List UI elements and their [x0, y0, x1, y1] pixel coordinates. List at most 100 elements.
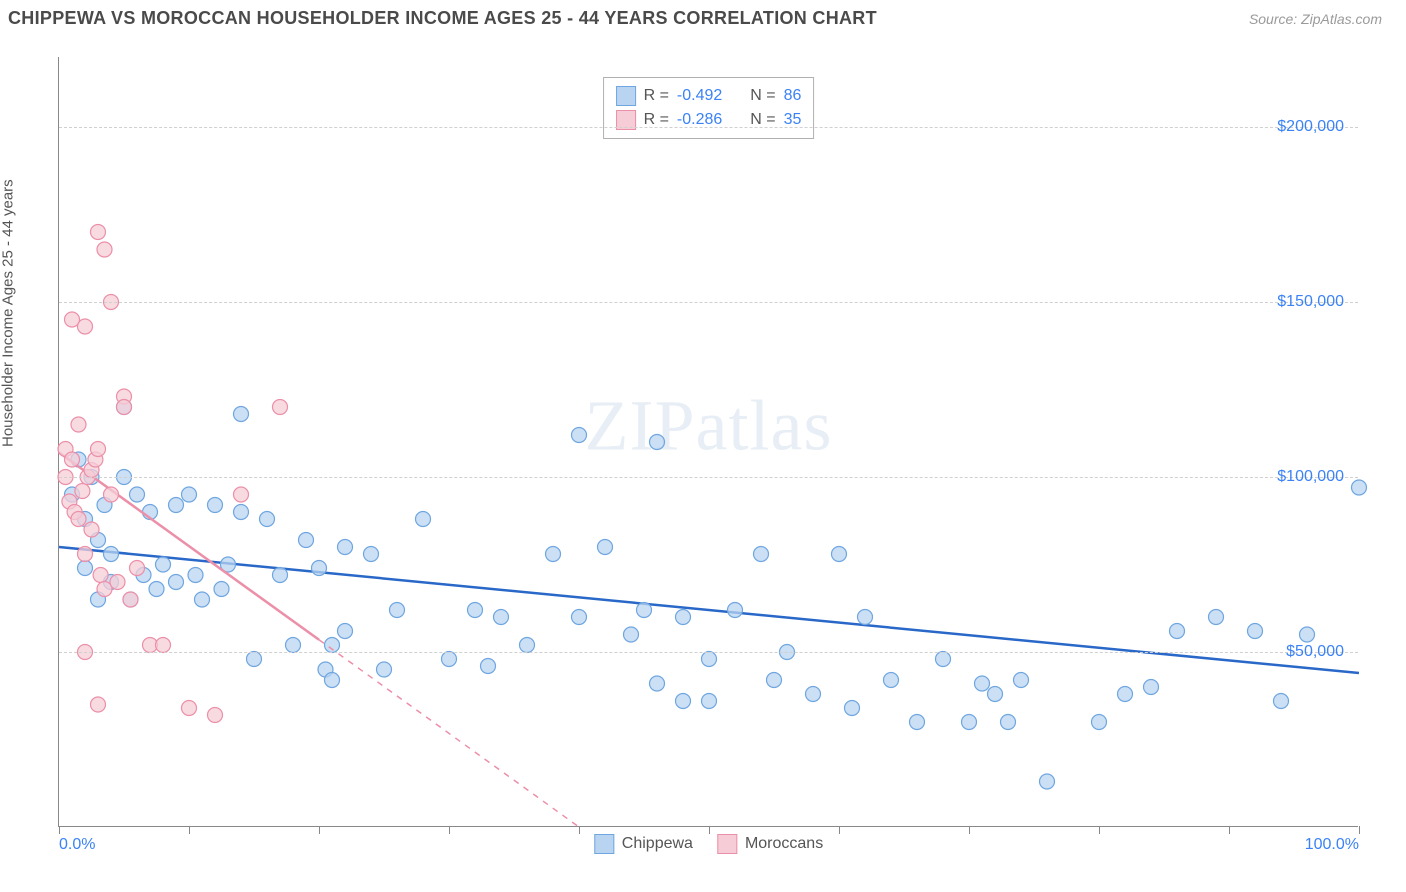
data-point [1001, 715, 1016, 730]
swatch-icon [717, 834, 737, 854]
data-point [988, 687, 1003, 702]
data-point [110, 575, 125, 590]
data-point [624, 627, 639, 642]
data-point [71, 512, 86, 527]
gridline [59, 302, 1358, 303]
data-point [1274, 694, 1289, 709]
data-point [273, 400, 288, 415]
data-point [234, 407, 249, 422]
data-point [754, 547, 769, 562]
data-point [299, 533, 314, 548]
corr-r-value: -0.492 [677, 87, 722, 105]
legend-label: Chippewa [622, 835, 693, 853]
data-point [149, 582, 164, 597]
data-point [442, 652, 457, 667]
data-point [338, 540, 353, 555]
gridline [59, 127, 1358, 128]
corr-r-label: R = [644, 87, 669, 105]
swatch-icon [616, 86, 636, 106]
x-tick-label: 0.0% [59, 836, 95, 854]
data-point [572, 428, 587, 443]
data-point [364, 547, 379, 562]
x-tick [969, 826, 970, 834]
data-point [91, 697, 106, 712]
data-point [1352, 480, 1367, 495]
data-point [182, 487, 197, 502]
data-point [845, 701, 860, 716]
data-point [104, 547, 119, 562]
data-point [637, 603, 652, 618]
data-point [546, 547, 561, 562]
data-point [93, 568, 108, 583]
data-point [728, 603, 743, 618]
data-point [130, 487, 145, 502]
gridline [59, 652, 1358, 653]
data-point [1248, 624, 1263, 639]
data-point [416, 512, 431, 527]
data-point [130, 561, 145, 576]
data-point [182, 701, 197, 716]
data-point [260, 512, 275, 527]
data-point [1170, 624, 1185, 639]
data-point [832, 547, 847, 562]
data-point [312, 561, 327, 576]
data-point [962, 715, 977, 730]
data-point [936, 652, 951, 667]
data-point [1144, 680, 1159, 695]
data-point [169, 498, 184, 513]
data-point [1014, 673, 1029, 688]
data-point [1300, 627, 1315, 642]
plot-area: ZIPatlas R = -0.492 N = 86 R = -0.286 N … [58, 57, 1358, 827]
data-point [97, 242, 112, 257]
data-point [858, 610, 873, 625]
data-point [676, 694, 691, 709]
data-point [117, 400, 132, 415]
legend-item: Moroccans [717, 834, 823, 854]
data-point [702, 694, 717, 709]
y-tick-label: $150,000 [1277, 293, 1344, 311]
scatter-svg [59, 57, 1358, 826]
y-tick-label: $200,000 [1277, 118, 1344, 136]
data-point [78, 319, 93, 334]
data-point [572, 610, 587, 625]
corr-legend-row: R = -0.492 N = 86 [616, 84, 802, 108]
data-point [273, 568, 288, 583]
data-point [104, 487, 119, 502]
corr-n-label: N = [750, 87, 775, 105]
data-point [247, 652, 262, 667]
data-point [1118, 687, 1133, 702]
x-tick [189, 826, 190, 834]
data-point [481, 659, 496, 674]
x-tick [59, 826, 60, 834]
x-tick [449, 826, 450, 834]
y-tick-label: $50,000 [1286, 643, 1344, 661]
x-tick [1359, 826, 1360, 834]
data-point [884, 673, 899, 688]
data-point [65, 452, 80, 467]
data-point [676, 610, 691, 625]
data-point [84, 522, 99, 537]
data-point [156, 638, 171, 653]
data-point [188, 568, 203, 583]
data-point [325, 673, 340, 688]
data-point [78, 561, 93, 576]
data-point [910, 715, 925, 730]
data-point [123, 592, 138, 607]
corr-n-value: 86 [784, 87, 802, 105]
data-point [650, 435, 665, 450]
data-point [494, 610, 509, 625]
y-tick-label: $100,000 [1277, 468, 1344, 486]
data-point [806, 687, 821, 702]
data-point [169, 575, 184, 590]
x-tick [319, 826, 320, 834]
y-axis-label: Householder Income Ages 25 - 44 years [0, 179, 17, 447]
chart-title: CHIPPEWA VS MOROCCAN HOUSEHOLDER INCOME … [8, 8, 877, 29]
data-point [338, 624, 353, 639]
source-attribution: Source: ZipAtlas.com [1249, 11, 1382, 27]
data-point [75, 484, 90, 499]
data-point [286, 638, 301, 653]
x-tick [579, 826, 580, 834]
data-point [377, 662, 392, 677]
data-point [156, 557, 171, 572]
data-point [78, 547, 93, 562]
